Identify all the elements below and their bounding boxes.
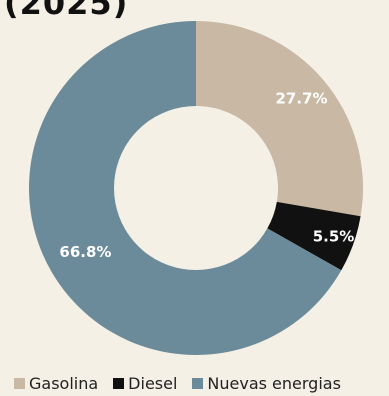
legend-label: Nuevas energias — [207, 373, 341, 393]
donut-slice-nuevas-energias — [29, 21, 342, 355]
legend-item-gasolina: Gasolina — [14, 374, 98, 393]
donut-slice-diesel — [267, 201, 361, 271]
legend-swatch — [192, 377, 204, 389]
legend-swatch — [113, 377, 125, 389]
legend-label: Gasolina — [29, 373, 99, 393]
legend-label: Diesel — [128, 373, 178, 393]
legend-item-diesel: Diesel — [113, 374, 177, 393]
chart-title-fragment: (2025) — [4, 0, 129, 22]
chart-legend: Gasolina Diesel Nuevas energias — [14, 373, 341, 393]
slice-label-nuevas-energias: 66.8% — [59, 243, 111, 261]
legend-item-nuevas-energias: Nuevas energias — [192, 374, 341, 393]
legend-swatch — [14, 377, 25, 389]
slice-label-diesel: 5.5% — [313, 228, 355, 246]
donut-slice-gasolina — [196, 21, 364, 217]
slice-label-gasolina: 27.7% — [275, 90, 327, 108]
donut-chart: 27.7% 5.5% 66.8% — [29, 21, 364, 355]
